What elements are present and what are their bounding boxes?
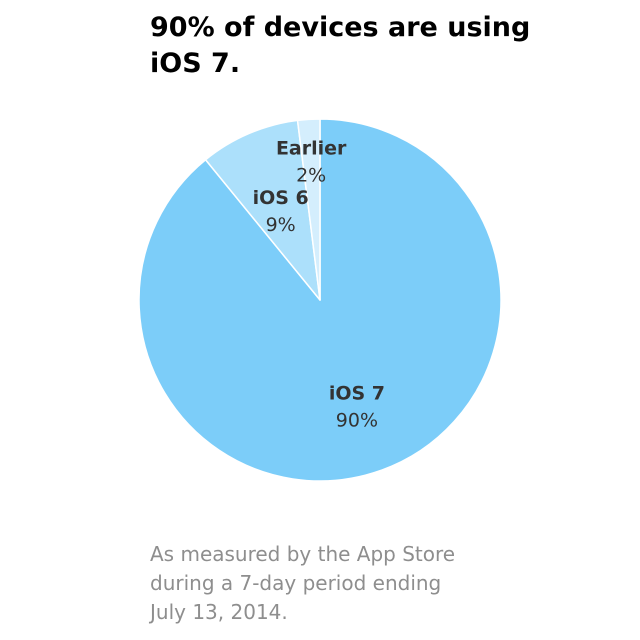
pie-labels: iOS 7 90% iOS 6 9% Earlier 2% bbox=[253, 137, 385, 431]
slice-label-earlier: Earlier bbox=[276, 137, 347, 159]
pie-slice-ios-6 bbox=[204, 119, 321, 301]
footnote-line-2: during a 7-day period ending bbox=[150, 571, 442, 595]
pie-slices bbox=[138, 118, 502, 482]
slice-value-earlier: 2% bbox=[296, 164, 326, 186]
headline-line-2: iOS 7. bbox=[150, 48, 241, 79]
slice-label-ios-6: iOS 6 bbox=[253, 187, 309, 209]
pie-slice-earlier bbox=[296, 118, 321, 301]
footnote: As measured by the App Store during a 7-… bbox=[150, 540, 570, 627]
slice-label-ios-7: iOS 7 bbox=[329, 383, 385, 405]
headline: 90% of devices are using iOS 7. bbox=[150, 10, 570, 82]
slice-value-ios-7: 90% bbox=[336, 410, 378, 432]
slice-value-ios-6: 9% bbox=[266, 214, 296, 236]
footnote-line-1: As measured by the App Store bbox=[150, 542, 456, 566]
headline-line-1: 90% of devices are using bbox=[150, 12, 531, 43]
footnote-line-3: July 13, 2014. bbox=[150, 600, 288, 624]
